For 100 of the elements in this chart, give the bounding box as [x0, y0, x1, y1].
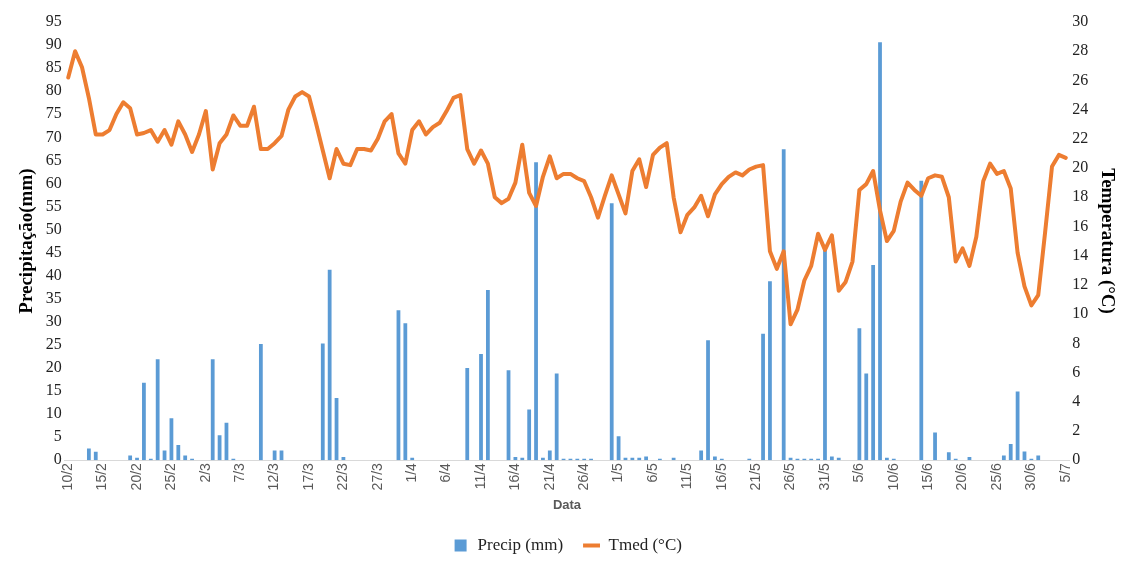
bar	[946, 452, 951, 461]
bar	[829, 456, 834, 461]
x-tick-label: 26/4	[575, 462, 592, 491]
y-tick-label: 55	[45, 196, 62, 214]
x-tick-label: 12/3	[265, 462, 282, 491]
x-tick-label: 15/2	[93, 462, 110, 491]
y-tick-label: 0	[53, 450, 62, 468]
x-tick-label: 5/7	[1056, 462, 1073, 483]
bar	[761, 333, 765, 461]
bar	[554, 373, 559, 461]
y2-tick-label: 10	[1072, 304, 1089, 322]
bar	[857, 328, 862, 461]
y-tick-label: 40	[45, 265, 62, 283]
y2-tick-label: 18	[1072, 187, 1089, 205]
x-tick-label: 17/3	[299, 462, 316, 491]
bar	[93, 451, 98, 461]
legend-label: Precip (mm)	[477, 534, 564, 554]
y-tick-label: 25	[45, 335, 62, 353]
y-tick-label: 95	[45, 12, 62, 30]
bar	[320, 343, 325, 461]
y-axis-title: Precipitação(mm)	[15, 168, 38, 314]
bar	[210, 359, 215, 461]
y-tick-label: 30	[45, 311, 62, 329]
bar	[878, 42, 882, 461]
x-tick-label: 5/6	[850, 462, 867, 483]
x-tick-label: 1/4	[403, 462, 420, 483]
y-tick-label: 85	[45, 58, 62, 76]
x-tick-label: 26/5	[781, 462, 798, 491]
y-tick-label: 80	[45, 81, 62, 99]
x-tick-label: 30/6	[1022, 462, 1039, 491]
y2-tick-label: 8	[1072, 333, 1081, 351]
bar	[933, 432, 937, 461]
bar	[768, 281, 772, 461]
x-tick-label: 21/4	[540, 462, 557, 491]
y2-tick-label: 16	[1072, 216, 1089, 234]
x-tick-label: 20/6	[953, 462, 970, 491]
x-tick-label: 16/4	[506, 462, 523, 491]
bar	[1001, 455, 1006, 461]
y-tick-label: 45	[45, 242, 62, 260]
y2-tick-label: 2	[1072, 421, 1081, 439]
bar	[1036, 455, 1041, 461]
bar	[706, 340, 710, 461]
bar	[713, 456, 717, 461]
x-tick-label: 27/3	[368, 462, 385, 491]
y-tick-label: 10	[45, 404, 62, 422]
y-tick-label: 35	[45, 288, 62, 306]
x-tick-label: 20/2	[127, 462, 144, 491]
x-tick-label: 2/3	[196, 462, 213, 483]
y-tick-label: 50	[45, 219, 62, 237]
y2-tick-label: 28	[1072, 41, 1089, 59]
bar	[272, 450, 277, 461]
bar	[183, 455, 188, 461]
y-tick-label: 5	[53, 427, 62, 445]
y2-tick-label: 22	[1072, 129, 1089, 147]
bar	[258, 343, 263, 461]
y-tick-label: 20	[45, 358, 62, 376]
y-tick-label: 90	[45, 35, 62, 53]
bar	[403, 323, 408, 461]
bar	[534, 162, 538, 461]
y-tick-label: 75	[45, 104, 62, 122]
bar	[609, 203, 614, 461]
bar	[465, 367, 470, 461]
bar	[527, 409, 532, 461]
x-tick-label: 15/6	[919, 462, 936, 491]
x-tick-label: 1/5	[609, 462, 626, 483]
bar	[485, 289, 490, 461]
bar	[781, 149, 786, 461]
bar	[479, 354, 483, 461]
y2-tick-label: 20	[1072, 158, 1089, 176]
x-tick-label: 21/5	[747, 462, 764, 491]
bar	[871, 265, 876, 461]
x-tick-label: 11/4	[471, 462, 488, 490]
x-tick-label: 31/5	[815, 462, 832, 491]
y-tick-label: 15	[45, 381, 62, 399]
bar	[176, 444, 181, 461]
legend-label: Tmed (°C)	[608, 534, 682, 554]
y2-tick-label: 4	[1072, 391, 1081, 409]
y2-axis-title: Temperatura (°C)	[1096, 168, 1119, 314]
bar	[327, 269, 332, 461]
x-tick-label: 25/2	[162, 462, 179, 491]
bar	[864, 373, 869, 461]
x-axis-title: Data	[552, 496, 582, 512]
x-tick-label: 7/3	[231, 462, 248, 483]
bar	[919, 180, 924, 461]
bar	[644, 456, 649, 461]
x-tick-label: 16/5	[712, 462, 729, 491]
y2-tick-label: 0	[1072, 450, 1081, 468]
y2-tick-label: 24	[1072, 99, 1089, 117]
y2-tick-label: 6	[1072, 362, 1081, 380]
bar	[547, 450, 552, 461]
y2-tick-label: 30	[1072, 12, 1089, 30]
x-tick-label: 6/5	[643, 462, 660, 483]
x-tick-label: 11/5	[678, 462, 695, 490]
bar	[142, 382, 146, 461]
x-tick-label: 6/4	[437, 462, 454, 483]
y-tick-label: 70	[45, 127, 62, 145]
x-tick-label: 10/6	[884, 462, 901, 491]
bar	[1008, 444, 1013, 461]
bar	[155, 359, 160, 461]
x-tick-label: 22/3	[334, 462, 351, 491]
